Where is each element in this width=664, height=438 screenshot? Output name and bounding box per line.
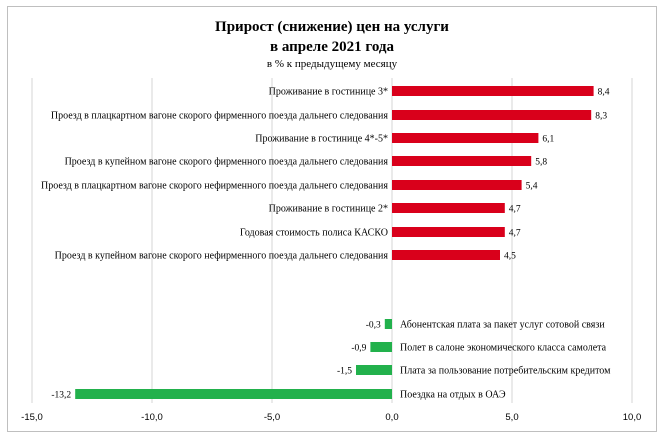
category-label-9: Полет в салоне экономического класса сам… [400, 343, 607, 354]
value-label-2: 6,1 [542, 135, 554, 145]
x-tick-label-3: 0,0 [385, 412, 398, 423]
category-label-3: Проезд в купейном вагоне скорого фирменн… [65, 157, 389, 168]
bar-2 [392, 133, 539, 143]
x-tick-label-5: 10,0 [623, 412, 642, 423]
bar-9 [370, 342, 392, 352]
gridlines [31, 78, 633, 403]
bar-11 [75, 389, 392, 399]
bar-0 [392, 86, 594, 96]
category-label-5: Проживание в гостинице 2* [269, 204, 388, 215]
category-label-6: Годовая стоимость полиса КАСКО [240, 228, 388, 239]
value-label-11: -13,2 [51, 391, 71, 401]
labels: 8,4 Проживание в гостинице 3* 8,3 Проезд в … [41, 87, 611, 401]
bar-4 [392, 180, 522, 190]
category-label-2: Проживание в гостинице 4*-5* [255, 134, 388, 145]
category-label-4: Проезд в плацкартном вагоне скорого нефи… [41, 181, 388, 192]
value-label-3: 5,8 [535, 158, 547, 168]
category-label-0: Проживание в гостинице 3* [269, 87, 388, 98]
bar-7 [392, 250, 500, 260]
value-label-0: 8,4 [598, 88, 610, 98]
value-label-4: 5,4 [526, 182, 538, 192]
category-label-8: Абонентская плата за пакет услуг сотовой… [400, 320, 605, 331]
bar-1 [392, 110, 592, 120]
bar-10 [356, 365, 392, 375]
bar-8 [384, 319, 392, 329]
x-tick-label-0: -15,0 [21, 412, 43, 423]
bar-6 [392, 227, 505, 237]
category-label-10: Плата за пользование потребительским кре… [400, 366, 611, 377]
x-tick-label-4: 5,0 [505, 412, 518, 423]
bars [75, 86, 594, 399]
value-label-5: 4,7 [509, 205, 521, 215]
value-label-6: 4,7 [509, 229, 521, 239]
value-label-10: -1,5 [337, 367, 352, 377]
category-label-1: Проезд в плацкартном вагоне скорого фирм… [51, 111, 388, 122]
bar-5 [392, 203, 505, 213]
bar-3 [392, 156, 532, 166]
x-axis-ticks: -15,0 -10,0 -5,0 0,0 5,0 10,0 [21, 412, 641, 423]
chart-subtitle: в % к предыдущему месяцу [267, 58, 398, 70]
chart-title-line1: Прирост (снижение) цен на услуги [215, 19, 449, 35]
category-label-7: Проезд в купейном вагоне скорого нефирме… [55, 251, 389, 262]
x-tick-label-2: -5,0 [264, 412, 280, 423]
value-label-1: 8,3 [595, 112, 607, 122]
category-label-11: Поездка на отдых в ОАЭ [400, 390, 506, 401]
value-label-9: -0,9 [351, 344, 366, 354]
value-label-8: -0,3 [366, 321, 381, 331]
chart-title-line2: в апреле 2021 года [270, 39, 394, 55]
x-tick-label-1: -10,0 [141, 412, 163, 423]
value-label-7: 4,5 [504, 252, 516, 262]
chart-frame [7, 6, 657, 432]
